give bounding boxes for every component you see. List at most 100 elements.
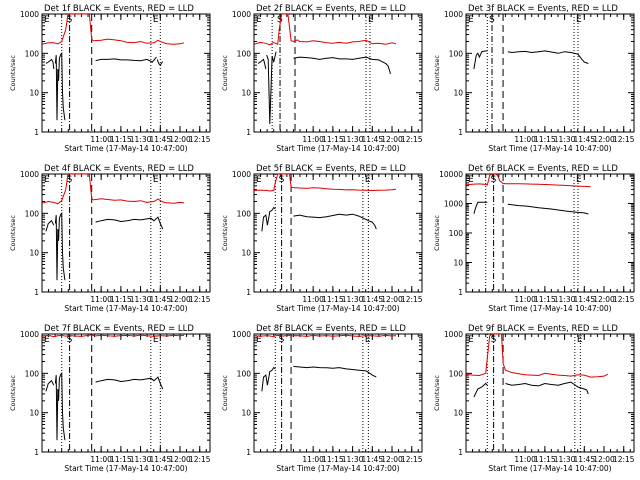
y-tick-label: 1 [246, 448, 251, 457]
x-tick-label: 11:15 [110, 295, 132, 304]
x-tick-label: 12:00 [381, 295, 403, 304]
series-area [42, 14, 185, 121]
events-series-line [261, 206, 276, 232]
x-tick-label: 12:00 [593, 455, 615, 464]
x-tick-label: 12:00 [169, 135, 191, 144]
x-tick-label: 12:15 [613, 295, 635, 304]
x-tick-label: 11:00 [90, 455, 112, 464]
x-tick-label: 11:30 [130, 295, 152, 304]
lld-series-line [254, 174, 397, 192]
y-axis-label: Counts/sec [221, 215, 229, 251]
events-series-line [45, 379, 55, 392]
series-area [466, 174, 591, 215]
events-series-line [95, 376, 164, 390]
y-tick-label: 10 [453, 259, 463, 268]
panel-title: Det 1f BLACK = Events, RED = LLD [44, 4, 194, 14]
series-area [254, 14, 397, 125]
y-axis-label: Counts/sec [221, 55, 229, 91]
y-tick-label: 10 [453, 89, 463, 98]
events-series-line [507, 50, 589, 64]
x-tick-label: 11:15 [110, 455, 132, 464]
y-tick-label: 1 [458, 288, 463, 297]
x-tick-label: 11:00 [514, 295, 536, 304]
panel-title: Det 6f BLACK = Events, RED = LLD [468, 164, 618, 174]
x-tick-label: 12:15 [189, 455, 211, 464]
x-tick-label: 11:00 [90, 135, 112, 144]
y-tick-label: 1000 [444, 200, 463, 209]
marker-S-2: S [491, 175, 497, 185]
events-series-line [473, 382, 488, 398]
marker-E-3: E [365, 175, 371, 185]
events-series-line [257, 58, 267, 70]
y-axis-label: Counts/sec [9, 215, 17, 251]
series-area [254, 334, 397, 392]
panel-title: Det 8f BLACK = Events, RED = LLD [256, 324, 406, 334]
x-tick-label: 11:00 [514, 135, 536, 144]
x-tick-label: 11:30 [554, 455, 576, 464]
y-tick-label: 100 [25, 209, 40, 218]
y-tick-label: 1 [246, 128, 251, 137]
x-tick-label: 11:30 [130, 455, 152, 464]
lld-series-line [466, 334, 609, 378]
events-series-line [473, 201, 488, 214]
marker-E-3: E [153, 175, 159, 185]
lld-series-line [42, 174, 185, 205]
marker-E-3: E [576, 175, 582, 185]
x-tick-label: 11:45 [573, 455, 595, 464]
x-tick-label: 11:45 [361, 455, 383, 464]
plot-frame [41, 13, 211, 133]
marker-S-2: S [279, 335, 285, 345]
events-series-line [266, 51, 277, 125]
y-tick-label: 100 [449, 229, 464, 238]
marker-E-1: E [256, 15, 262, 25]
y-tick-label: 100 [237, 49, 252, 58]
y-tick-label: 1000 [20, 330, 39, 339]
marker-S-2: S [67, 335, 73, 345]
x-tick-label: 12:00 [381, 135, 403, 144]
x-axis-label: Start Time (17-May-14 10:47:00) [64, 144, 187, 153]
marker-S-2: S [279, 175, 285, 185]
marker-E-3: E [153, 335, 159, 345]
plot-frame [253, 173, 423, 293]
x-tick-label: 11:00 [514, 455, 536, 464]
events-series-line [507, 203, 589, 215]
y-tick-label: 10 [241, 409, 251, 418]
events-series-line [156, 59, 164, 67]
x-tick-label: 11:15 [534, 455, 556, 464]
marker-S-2: S [491, 335, 497, 345]
marker-S-2: S [277, 15, 283, 25]
y-axis-label: Counts/sec [221, 375, 229, 411]
x-tick-label: 12:15 [613, 455, 635, 464]
x-tick-label: 11:00 [90, 295, 112, 304]
y-tick-label: 1000 [444, 330, 463, 339]
plot-frame [465, 333, 635, 453]
x-tick-label: 12:00 [169, 295, 191, 304]
x-tick-label: 11:45 [573, 135, 595, 144]
events-series-line [45, 58, 55, 70]
marker-E-3: E [365, 335, 371, 345]
x-tick-label: 12:00 [593, 295, 615, 304]
x-axis-label: Start Time (17-May-14 10:47:00) [276, 144, 399, 153]
x-tick-label: 11:00 [302, 295, 324, 304]
plot-frame [41, 333, 211, 453]
y-tick-label: 10 [29, 89, 39, 98]
detector-panel-5: 1 10 100 1000 11:0011:1511:3011:4512:0012:15… [221, 164, 423, 313]
x-tick-label: 11:15 [322, 135, 344, 144]
y-tick-label: 10000 [439, 170, 463, 179]
plot-frame [465, 173, 635, 293]
marker-E-3: E [368, 15, 374, 25]
panel-title: Det 7f BLACK = Events, RED = LLD [44, 324, 194, 334]
y-tick-label: 100 [449, 49, 464, 58]
marker-S-2: S [67, 15, 73, 25]
events-series-line [473, 50, 488, 70]
y-tick-label: 1000 [232, 170, 251, 179]
x-tick-label: 12:15 [401, 295, 423, 304]
detector-panel-6: 1 10 100 1000 10000 11:0011:1511:3011:4512:00… [433, 164, 635, 313]
y-tick-label: 100 [25, 49, 40, 58]
panel-title: Det 9f BLACK = Events, RED = LLD [468, 324, 618, 334]
events-series-line [261, 366, 276, 392]
y-tick-label: 10 [453, 409, 463, 418]
series-area [42, 334, 185, 441]
x-axis-label: Start Time (17-May-14 10:47:00) [488, 464, 611, 473]
